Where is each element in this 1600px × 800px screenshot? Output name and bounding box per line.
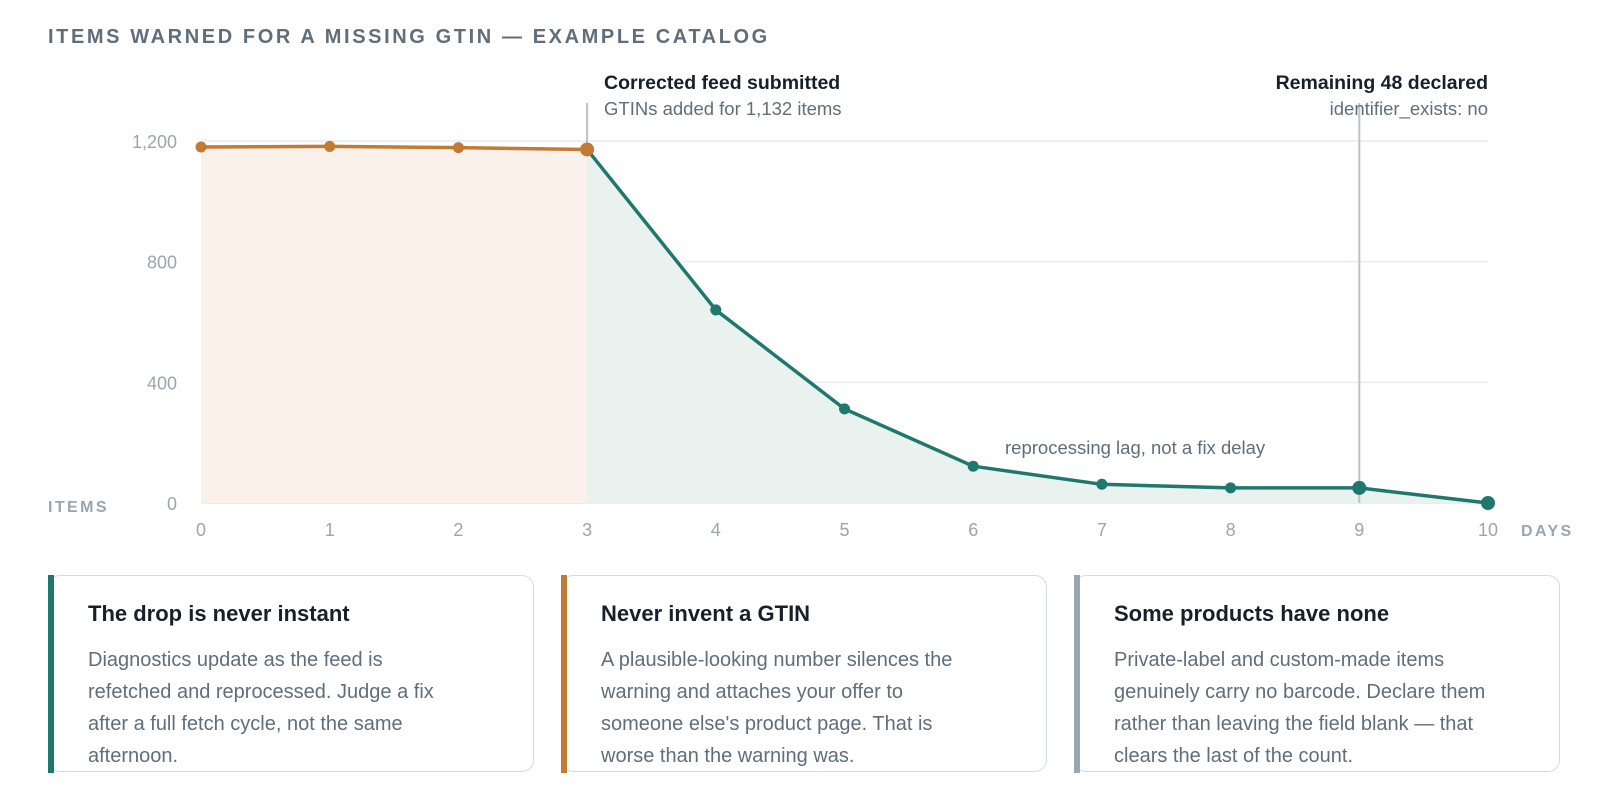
x-tick-label: 7 [1097,520,1107,540]
x-axis-label: DAYS [1521,523,1574,540]
area-fill-series-2 [587,149,1488,504]
card-accent-bar [560,574,567,773]
card-accent-bar [47,574,54,773]
annotation-lag-note: reprocessing lag, not a fix delay [1005,437,1266,458]
series-line-1 [199,144,589,152]
data-point [1225,482,1237,494]
y-axis-ticks: 0 400 800 1,200 [132,132,177,514]
data-point [1096,478,1108,490]
x-tick-label: 3 [582,520,592,540]
annotation-declared-subtitle: identifier_exists: no [1330,98,1488,120]
y-tick-label: 1,200 [132,132,177,152]
card-drop-never-instant: The drop is never instant Diagnostics up… [47,574,534,773]
series-line-2 [585,147,1490,505]
area-fills [201,146,1488,504]
x-tick-label: 0 [196,520,206,540]
x-tick-label: 9 [1354,520,1364,540]
card-some-products-have-none: Some products have none Private-label an… [1073,574,1560,773]
data-point [580,142,595,157]
card-accent-bar [1073,574,1080,773]
area-fill-series-1 [201,146,588,503]
x-tick-label: 8 [1226,520,1236,540]
x-tick-label: 5 [839,520,849,540]
data-point [452,142,464,154]
card-title: Some products have none [1114,601,1390,626]
x-axis-ticks: 0 1 2 3 4 5 6 7 8 9 10 [196,520,1498,540]
card-never-invent-gtin: Never invent a GTIN A plausible-looking … [560,574,1047,773]
data-point [324,140,336,152]
data-point [1481,496,1495,510]
y-axis-label: ITEMS [48,499,109,516]
x-tick-label: 10 [1478,520,1498,540]
card-body: A plausible-looking number silences the … [601,649,953,767]
x-tick-label: 6 [968,520,978,540]
y-tick-label: 800 [147,253,177,273]
annotation-lines [586,103,1361,503]
annotation-declared-title: Remaining 48 declared [1276,72,1488,94]
data-point [195,141,207,153]
card-body: Diagnostics update as the feed is refetc… [88,649,434,767]
annotation-fix-subtitle: GTINs added for 1,132 items [604,98,842,119]
data-point [967,460,979,472]
data-point [710,304,722,316]
x-tick-label: 2 [453,520,463,540]
data-point [1352,480,1367,495]
chart-title: ITEMS WARNED FOR A MISSING GTIN — EXAMPL… [48,26,770,48]
annotation-fix-title: Corrected feed submitted [604,72,840,94]
x-tick-label: 1 [325,520,335,540]
card-title: Never invent a GTIN [601,601,811,626]
series-lines [199,144,1490,505]
line-chart: 0 400 800 1,200 0 1 2 3 4 5 6 7 8 9 10 ITEMS DAYS Cor… [48,72,1574,540]
x-tick-label: 4 [711,520,721,540]
card-body: Private-label and custom-made items genu… [1114,649,1486,767]
data-points [195,140,1495,510]
y-tick-label: 400 [147,373,177,393]
y-tick-label: 0 [167,494,177,514]
card-title: The drop is never instant [88,601,350,626]
data-point [839,403,850,415]
